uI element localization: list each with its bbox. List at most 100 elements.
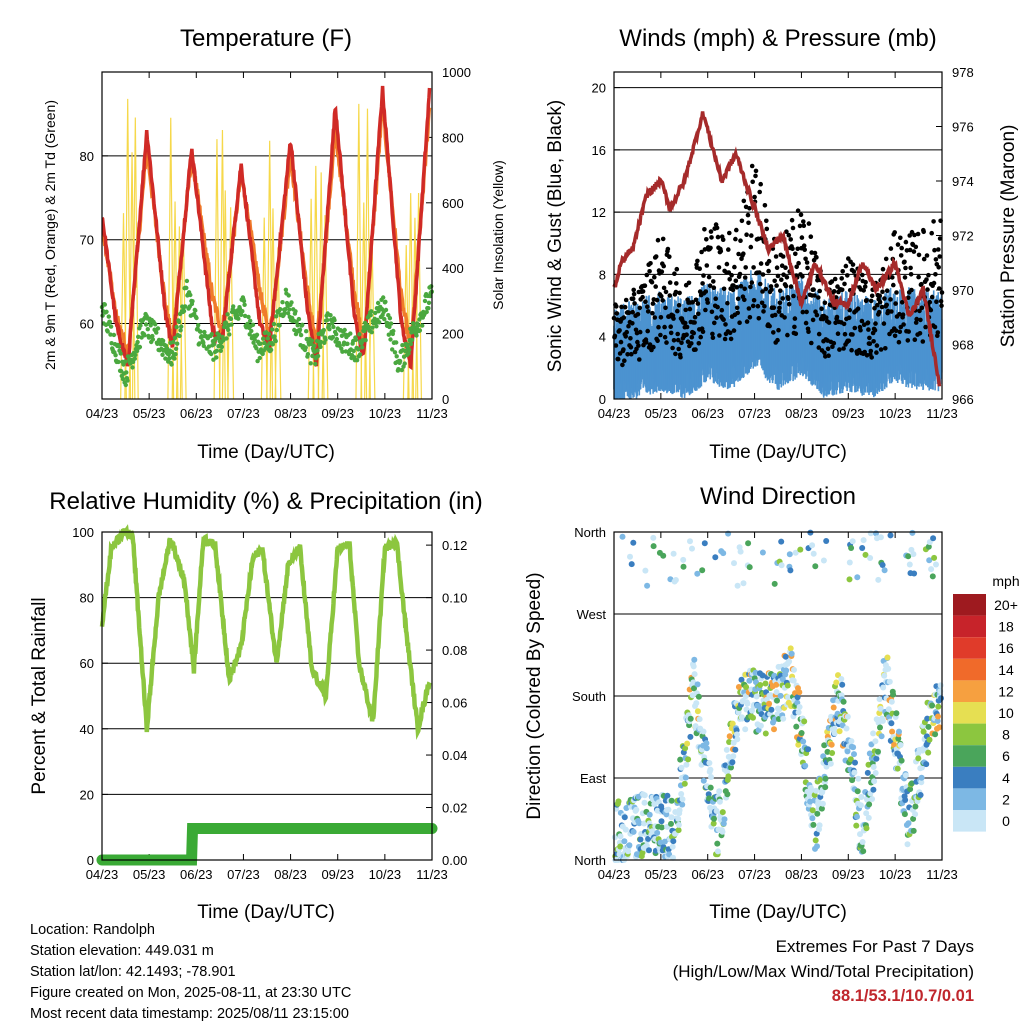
- plot-border: [613, 531, 943, 861]
- direction-point: [851, 751, 857, 758]
- direction-point: [669, 843, 676, 850]
- direction-point: [757, 682, 764, 688]
- gust-point: [710, 331, 715, 337]
- gust-point: [741, 251, 746, 256]
- dewpoint-point: [111, 332, 117, 338]
- direction-point: [663, 811, 670, 818]
- dewpoint-point: [412, 325, 417, 330]
- dewpoint-point: [171, 339, 176, 345]
- dewpoint-point: [163, 356, 168, 361]
- gust-point: [734, 285, 740, 290]
- gust-point: [655, 237, 661, 243]
- gust-point: [684, 332, 689, 338]
- dewpoint-point: [326, 323, 332, 328]
- gust-point: [630, 296, 636, 302]
- dewpoint-point: [252, 337, 257, 342]
- gust-point: [695, 301, 701, 306]
- gust-point: [906, 295, 911, 301]
- direction-point: [823, 538, 830, 544]
- x-tick-label: 11/23: [416, 867, 448, 882]
- gust-point: [614, 311, 620, 316]
- y-tick-label: 20: [80, 787, 94, 802]
- gust-point: [842, 281, 847, 287]
- gust-point: [755, 303, 761, 309]
- gust-point: [733, 278, 739, 284]
- direction-point: [623, 805, 630, 811]
- gust-point: [876, 309, 882, 315]
- gust-point: [733, 236, 738, 242]
- gust-point: [908, 272, 914, 277]
- gust-point: [769, 287, 774, 293]
- dewpoint-point: [155, 326, 161, 331]
- gust-point: [673, 289, 679, 295]
- humidity-ylabel: Percent & Total Rainfall: [29, 597, 50, 794]
- gust-point: [676, 346, 681, 352]
- dewpoint-point: [130, 365, 135, 370]
- direction-point: [890, 691, 897, 698]
- gust-point: [675, 331, 680, 337]
- direction-point: [691, 671, 698, 678]
- direction-point: [823, 763, 830, 770]
- y-tick-label: 8: [599, 267, 606, 282]
- gust-point: [936, 247, 941, 252]
- direction-point: [693, 700, 700, 707]
- direction-point: [854, 574, 861, 581]
- gust-point: [714, 315, 719, 321]
- gust-point: [907, 233, 912, 238]
- gust-point: [898, 253, 904, 258]
- direction-point: [867, 555, 874, 561]
- dewpoint-point: [388, 337, 393, 342]
- gust-point: [792, 316, 798, 321]
- direction-point: [853, 822, 860, 829]
- gust-point: [662, 324, 667, 330]
- gust-point: [631, 291, 637, 297]
- gust-point: [802, 247, 807, 252]
- gust-point: [672, 271, 677, 277]
- dewpoint-point: [400, 343, 405, 348]
- gust-point: [803, 320, 809, 326]
- gust-point: [757, 189, 762, 195]
- gust-point: [797, 223, 803, 229]
- gust-point: [653, 254, 659, 259]
- direction-point: [863, 810, 870, 817]
- dewpoint-point: [297, 327, 303, 332]
- legend-swatch: [953, 658, 986, 681]
- dewpoint-point: [135, 339, 140, 345]
- dewpoint-point: [369, 330, 374, 335]
- direction-point: [879, 717, 886, 724]
- dewpoint-point: [296, 316, 302, 322]
- gust-point: [831, 340, 837, 346]
- gust-point: [621, 315, 627, 320]
- gust-point: [623, 297, 629, 303]
- direction-point: [678, 791, 685, 797]
- gust-point: [903, 239, 909, 245]
- gust-point: [618, 339, 624, 345]
- direction-point: [798, 730, 805, 736]
- dewpoint-point: [132, 356, 137, 361]
- right-tick-label: 1000: [442, 65, 471, 80]
- gust-point: [678, 354, 683, 360]
- dewpoint-point: [142, 333, 147, 338]
- gust-point: [635, 312, 641, 317]
- gust-point: [753, 173, 758, 179]
- gust-point: [785, 332, 790, 338]
- dewpoint-point: [283, 307, 288, 312]
- direction-title: Wind Direction: [700, 483, 856, 510]
- gust-point: [710, 335, 716, 341]
- dewpoint-point: [179, 324, 184, 329]
- direction-point: [661, 838, 668, 845]
- gust-point: [800, 309, 806, 315]
- dewpoint-point: [177, 333, 182, 339]
- direction-point: [734, 736, 741, 743]
- gust-point: [671, 316, 676, 321]
- gust-point: [909, 287, 914, 293]
- dewpoint-point: [123, 359, 128, 364]
- gust-point: [668, 324, 673, 330]
- dewpoint-point: [293, 309, 298, 314]
- gust-point: [855, 306, 861, 312]
- dewpoint-point: [332, 318, 337, 323]
- direction-point: [679, 801, 686, 808]
- direction-point: [898, 757, 905, 764]
- gust-point: [839, 276, 844, 281]
- direction-point: [773, 681, 780, 688]
